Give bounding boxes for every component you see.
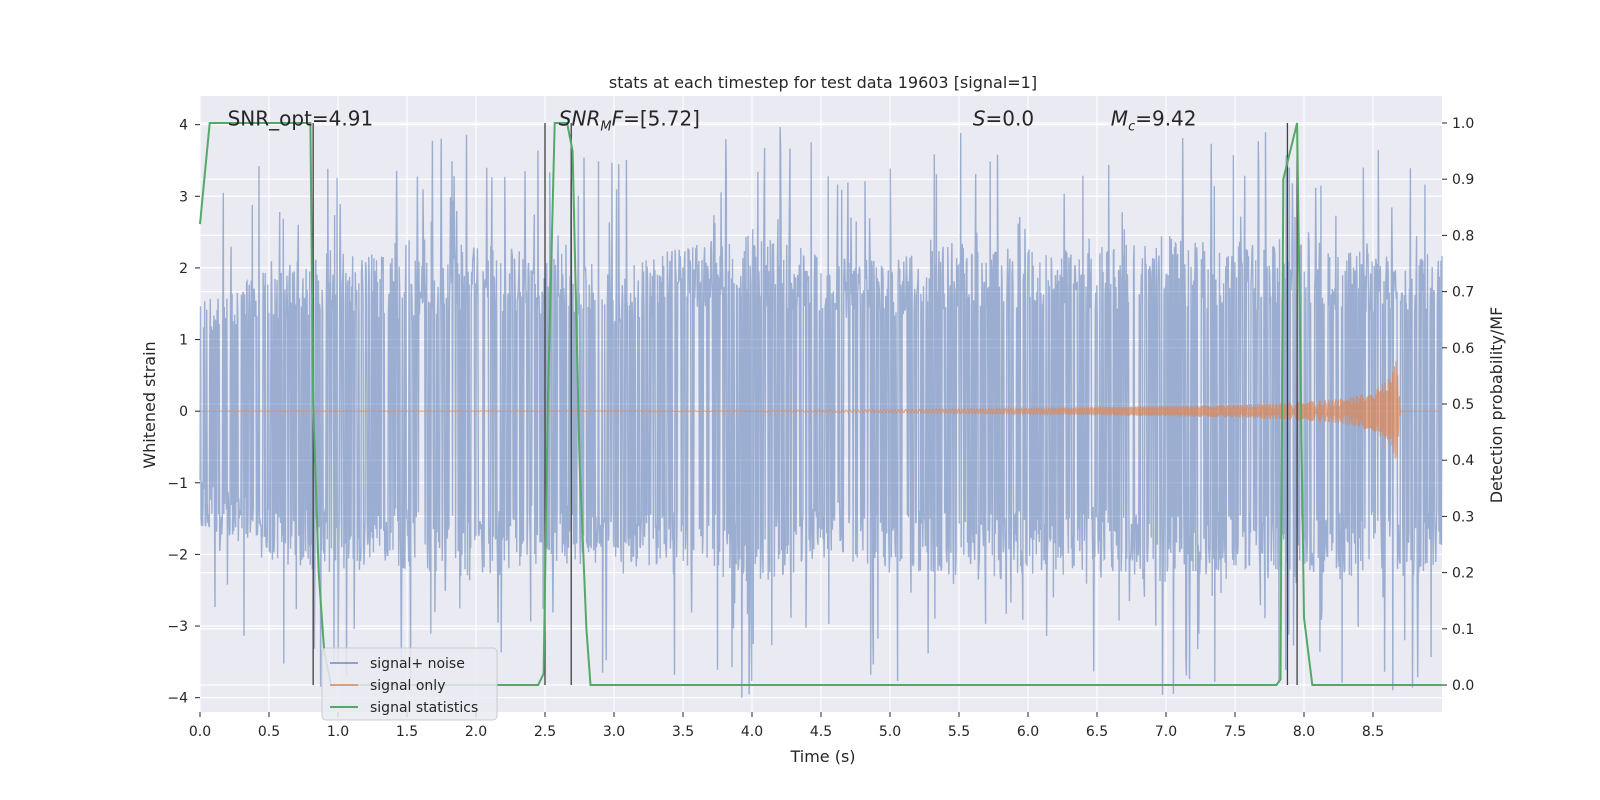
legend-label: signal statistics xyxy=(370,700,478,716)
y-tick-label: 0 xyxy=(179,404,188,420)
annotation-snr-mf: SNRMF=[5.72] xyxy=(559,106,700,134)
y2-tick-label: 0.1 xyxy=(1452,622,1474,638)
y2-tick-label: 0.0 xyxy=(1452,678,1474,694)
annotation-mc-symbol: M xyxy=(1111,106,1128,130)
y-tick-label: −1 xyxy=(167,476,188,492)
annotation-s: S=0.0 xyxy=(973,106,1034,130)
annotation-s-symbol: S xyxy=(973,106,986,130)
y2-tick-label: 0.9 xyxy=(1452,172,1474,188)
legend-label: signal+ noise xyxy=(370,656,465,672)
y-tick-label: 4 xyxy=(179,118,188,134)
x-tick-label: 1.5 xyxy=(396,724,418,740)
y-tick-label: 2 xyxy=(179,261,188,277)
y-tick-label: 1 xyxy=(179,333,188,349)
x-tick-label: 6.5 xyxy=(1086,724,1108,740)
x-tick-label: 6.0 xyxy=(1017,724,1039,740)
annotation-snr-opt: SNR_opt=4.91 xyxy=(228,106,374,130)
y2-tick-label: 0.8 xyxy=(1452,228,1474,244)
x-tick-label: 4.5 xyxy=(810,724,832,740)
statistics-line xyxy=(199,122,1442,686)
y2-axis-label: Detection probability/MF xyxy=(1487,307,1506,504)
tick-labels: 0.0 0.5 1.0 1.5 2.0 2.5 3.0 3.5 4.0 4.5 5.0 5.5 6.0 6… xyxy=(167,116,1474,740)
statistics-series xyxy=(199,122,1442,686)
x-tick-label: 1.0 xyxy=(327,724,349,740)
x-tick-label: 2.0 xyxy=(465,724,487,740)
x-tick-label: 8.5 xyxy=(1362,724,1384,740)
legend: signal+ noise signal only signal statistic… xyxy=(321,647,498,721)
x-tick-label: 7.5 xyxy=(1224,724,1246,740)
y2-tick-label: 0.4 xyxy=(1452,453,1474,469)
y-tick-label: 3 xyxy=(179,189,188,205)
x-tick-label: 5.0 xyxy=(879,724,901,740)
x-tick-label: 8.0 xyxy=(1293,724,1315,740)
annotation-s-value: =0.0 xyxy=(986,106,1035,130)
noise-line xyxy=(199,127,1443,698)
x-tick-label: 4.0 xyxy=(741,724,763,740)
x-tick-label: 0.5 xyxy=(258,724,280,740)
annotation-mc-sub: c xyxy=(1128,119,1135,134)
noise-series xyxy=(199,127,1443,698)
y2-tick-label: 0.7 xyxy=(1452,285,1474,301)
x-tick-label: 3.0 xyxy=(603,724,625,740)
annotations: SNR_opt=4.91 SNRMF=[5.72] S=0.0 Mc=9.42 xyxy=(228,106,1197,134)
y-tick-label: −4 xyxy=(167,691,188,707)
x-axis-label: Time (s) xyxy=(789,747,855,766)
y-tick-label: −3 xyxy=(167,619,188,635)
y2-tick-label: 0.3 xyxy=(1452,509,1474,525)
legend-box xyxy=(321,647,498,721)
y-tick-label: −2 xyxy=(167,547,188,563)
y-axis-label: Whitened strain xyxy=(140,341,159,468)
x-tick-label: 0.0 xyxy=(189,724,211,740)
chart-title: stats at each timestep for test data 196… xyxy=(609,73,1037,92)
annotation-snr-mf-value: =[5.72] xyxy=(623,106,700,130)
y2-tick-label: 0.6 xyxy=(1452,341,1474,357)
annotation-snr-mf-sub: M xyxy=(600,119,611,134)
annotation-snr-mf-base: SNR xyxy=(559,106,601,130)
y2-tick-label: 1.0 xyxy=(1452,116,1474,132)
annotation-snr-mf-f: F xyxy=(612,106,624,130)
y2-tick-label: 0.2 xyxy=(1452,566,1474,582)
x-tick-label: 7.0 xyxy=(1155,724,1177,740)
signal-line xyxy=(200,360,1442,459)
signal-series xyxy=(200,360,1442,459)
legend-label: signal only xyxy=(370,678,445,694)
y2-tick-label: 0.5 xyxy=(1452,397,1474,413)
x-tick-label: 2.5 xyxy=(534,724,556,740)
annotation-mc-value: =9.42 xyxy=(1135,106,1196,130)
x-tick-label: 3.5 xyxy=(672,724,694,740)
annotation-mc: Mc=9.42 xyxy=(1111,106,1197,134)
x-tick-label: 5.5 xyxy=(948,724,970,740)
